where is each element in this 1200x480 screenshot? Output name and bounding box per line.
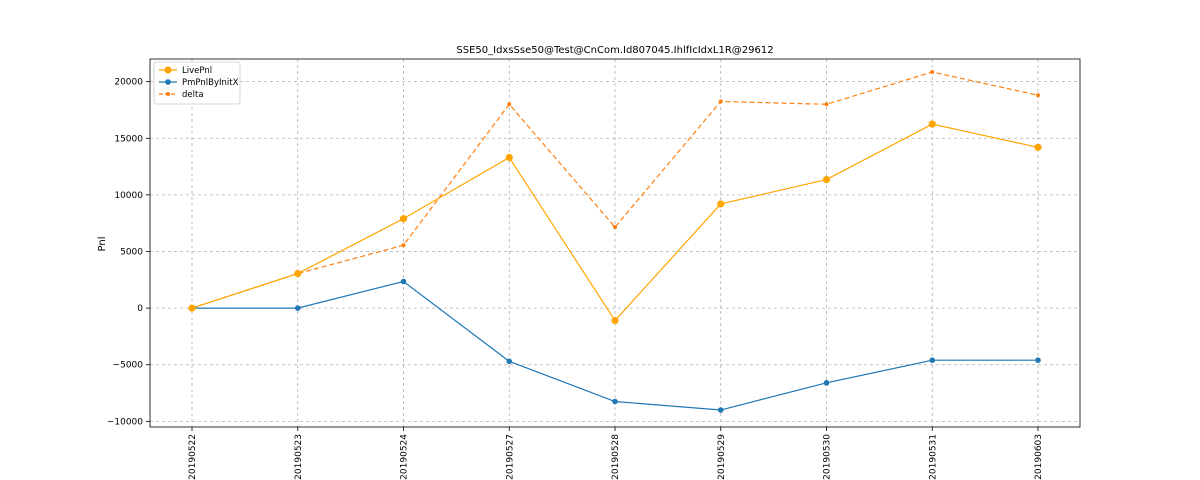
data-point-LivePnl	[294, 269, 302, 278]
data-point-LivePnl	[1034, 143, 1042, 151]
x-tick-label: 20190528	[611, 434, 621, 480]
chart-title: SSE50_IdxsSse50@Test@CnCom.Id807045.Ihlf…	[456, 45, 773, 56]
data-point-delta	[507, 102, 512, 107]
data-point-LivePnl	[611, 316, 619, 325]
series-line-delta	[191, 71, 1039, 309]
data-point-PmPnlByInitX	[929, 357, 936, 363]
data-point-PmPnlByInitX	[400, 278, 407, 285]
data-point-delta	[930, 70, 935, 75]
y-tick-label: 10000	[114, 191, 143, 201]
y-tick-label: −10000	[107, 417, 143, 427]
y-tick-label: −5000	[113, 361, 144, 371]
data-point-LivePnl	[188, 304, 196, 312]
data-point-PmPnlByInitX	[506, 358, 513, 365]
data-point-LivePnl	[822, 175, 831, 184]
data-point-delta	[1036, 93, 1040, 98]
x-tick-label: 20190522	[188, 434, 198, 480]
y-tick-label: 0	[137, 304, 143, 314]
x-tick-label: 20190603	[1034, 434, 1044, 480]
series-layer	[188, 70, 1042, 413]
legend-label: delta	[182, 90, 204, 100]
legend-swatch-marker	[166, 92, 170, 96]
data-point-LivePnl	[505, 153, 513, 162]
x-tick-label: 20190527	[505, 434, 515, 480]
legend-label: PmPnlByInitX	[182, 78, 239, 88]
x-tick-label: 20190529	[717, 434, 727, 480]
x-tick-label: 20190531	[928, 434, 938, 480]
data-point-delta	[718, 99, 723, 104]
data-point-LivePnl	[399, 215, 408, 223]
data-point-PmPnlByInitX	[1035, 357, 1041, 363]
legend: LivePnl PmPnlByInitX delta	[153, 61, 241, 105]
y-tick-label: 15000	[114, 134, 143, 144]
y-axis-label: Pnl	[97, 237, 108, 252]
data-point-delta	[824, 102, 829, 107]
data-point-delta	[401, 243, 406, 248]
grid	[150, 59, 1080, 427]
legend-swatch-marker	[164, 66, 172, 74]
data-point-PmPnlByInitX	[823, 380, 830, 386]
y-tick-label: 20000	[114, 78, 143, 88]
x-tick-label: 20190530	[823, 434, 833, 480]
x-tick-label: 20190524	[400, 434, 410, 480]
data-point-PmPnlByInitX	[612, 398, 618, 405]
ticks: −10000 −5000 0 5000 10000 15000 20000 20190522 2…	[107, 78, 1044, 480]
data-point-LivePnl	[928, 120, 936, 128]
data-point-PmPnlByInitX	[294, 305, 301, 311]
y-tick-label: 5000	[120, 247, 143, 257]
x-tick-label: 20190523	[294, 434, 304, 480]
data-point-LivePnl	[717, 200, 725, 208]
data-point-PmPnlByInitX	[717, 407, 724, 413]
legend-swatch-marker	[165, 79, 171, 85]
legend-label: LivePnl	[182, 66, 212, 76]
legend-box	[153, 61, 241, 105]
data-point-delta	[613, 225, 617, 230]
